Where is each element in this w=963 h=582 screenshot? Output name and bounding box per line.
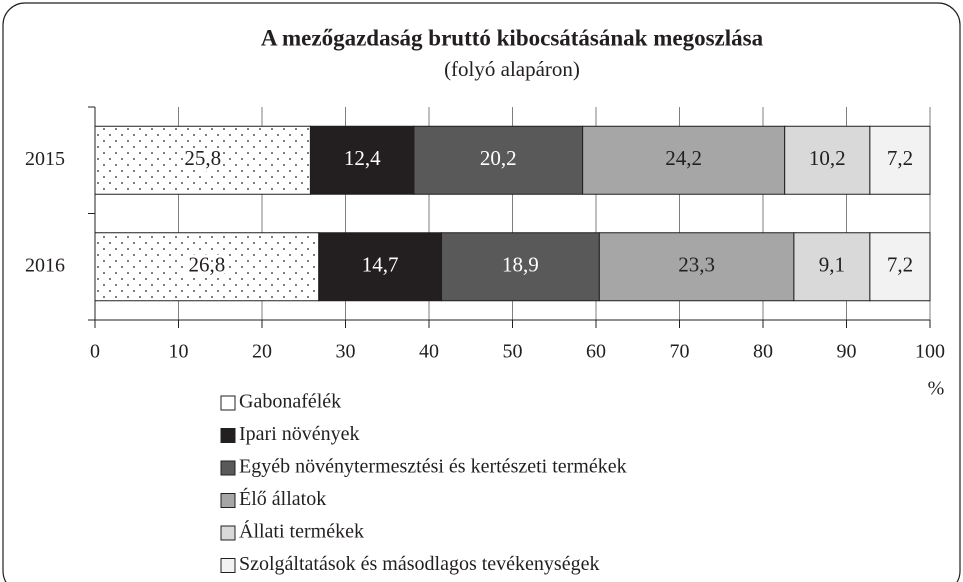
x-tick-label: 90 [837,341,857,363]
x-tick-label: 0 [90,341,100,363]
bar-segment [793,232,871,302]
value-label: 10,2 [809,146,846,170]
x-tick-label: 100 [915,341,945,363]
bar-segment [869,232,931,302]
chart-subtitle: (folyó alapáron) [444,57,580,81]
legend-label: Élő állatok [239,487,326,510]
x-tick-label: 40 [419,341,439,363]
x-tick-label: 10 [169,341,189,363]
legend-swatch [220,558,236,573]
value-label: 26,8 [189,253,226,277]
bar-segment [869,125,931,195]
legend-swatch [220,525,236,541]
legend-label: Gabonafélék [239,391,341,413]
value-label: 25,8 [184,146,221,170]
x-tick-label: 50 [503,341,523,363]
bar-segment [94,125,311,195]
chart-title: A mezőgazdaság bruttó kibocsátásának meg… [261,25,764,50]
legend-swatch [220,395,236,411]
legend-swatch [220,428,236,443]
bar-segment [582,125,786,195]
legend-label: Szolgáltatások és másodlagos tevékenység… [239,553,599,575]
x-axis-label: % [928,378,945,400]
value-label: 7,2 [887,146,913,170]
value-label: 20,2 [480,146,517,170]
bar-segment [94,232,320,302]
x-tick-label: 60 [586,341,606,363]
bar-segment [598,232,795,302]
value-label: 12,4 [344,146,381,170]
legend-label: Egyéb növénytermesztési és kertészeti te… [239,456,627,478]
x-tick-label: 80 [753,341,773,363]
x-tick-label: 30 [336,341,356,363]
value-label: 14,7 [362,253,399,277]
y-tick-label: 2016 [25,254,65,276]
legend-swatch [220,493,236,508]
x-tick-label: 20 [252,341,272,363]
bar-segment [309,125,415,195]
y-tick-label: 2015 [25,148,65,170]
value-label: 18,9 [502,253,539,277]
value-label: 24,2 [665,146,702,170]
value-label: 23,3 [678,253,715,277]
legend-label: Állati termékek [239,520,364,543]
bar-segment [318,232,443,302]
value-label: 9,1 [819,253,845,277]
bar-segment [441,232,600,302]
x-tick-label: 70 [670,341,690,363]
bar-segment [413,125,584,195]
value-label: 7,2 [887,253,913,277]
legend-swatch [220,460,236,476]
legend-label: Ipari növények [239,423,360,445]
